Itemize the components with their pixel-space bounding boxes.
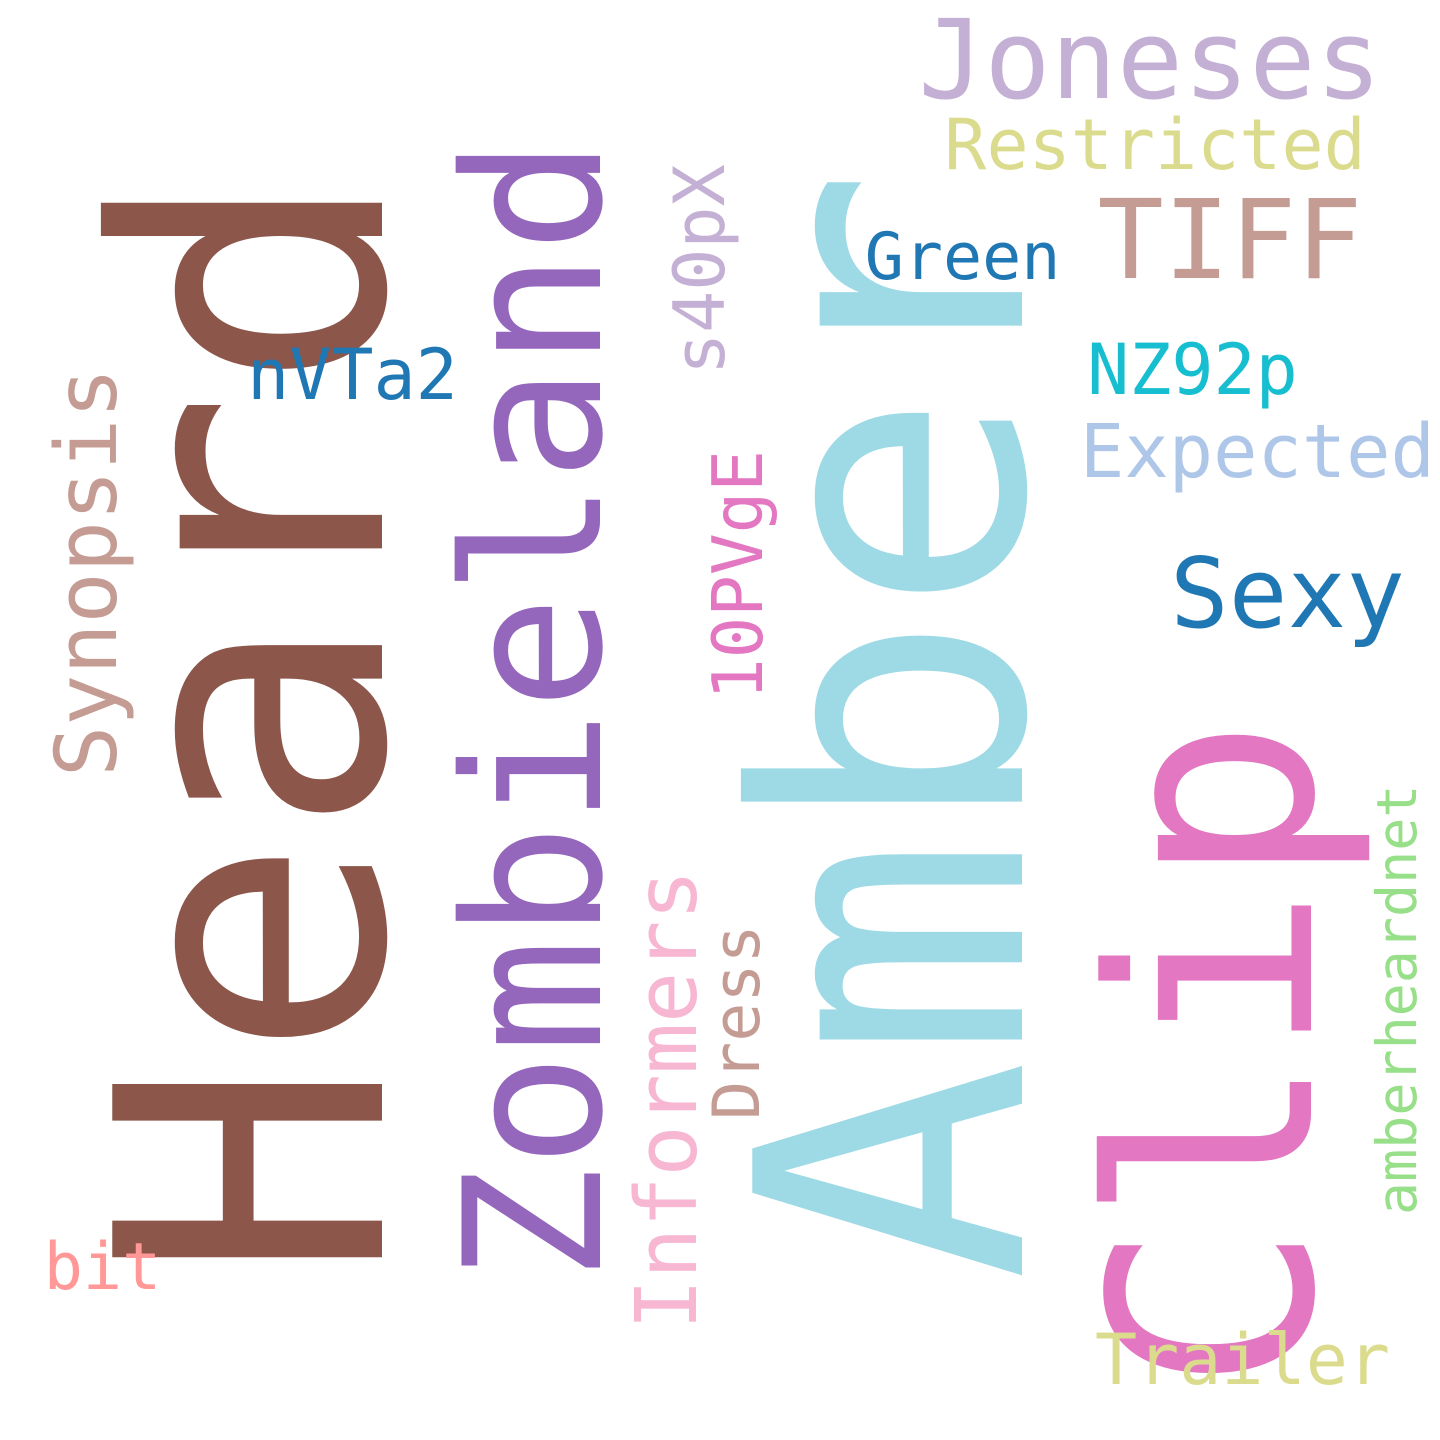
word-joneses: Joneses xyxy=(918,0,1382,124)
word-green: Green xyxy=(864,220,1061,295)
word-s40px: s40pX xyxy=(659,164,741,376)
word-synopsis: Synopsis xyxy=(38,367,137,778)
word-10pvge: 10PVgE xyxy=(699,450,780,700)
word-amberheardnet: amberheardnet xyxy=(1365,784,1429,1216)
word-restricted: Restricted xyxy=(944,104,1366,186)
word-nz92p: NZ92p xyxy=(1087,329,1298,411)
word-informers: Informers xyxy=(618,869,717,1331)
word-tiff: TIFF xyxy=(1097,176,1363,304)
word-trailer: Trailer xyxy=(1095,1319,1391,1401)
word-nvta2: nVTa2 xyxy=(247,334,458,416)
word-sexy: Sexy xyxy=(1170,537,1406,652)
word-expected: Expected xyxy=(1080,409,1435,495)
word-zombieland: Zombieland xyxy=(424,138,645,1282)
word-clip: Clip xyxy=(1052,717,1378,1393)
word-dress: Dress xyxy=(700,924,775,1121)
word-bit: bit xyxy=(43,1230,162,1305)
